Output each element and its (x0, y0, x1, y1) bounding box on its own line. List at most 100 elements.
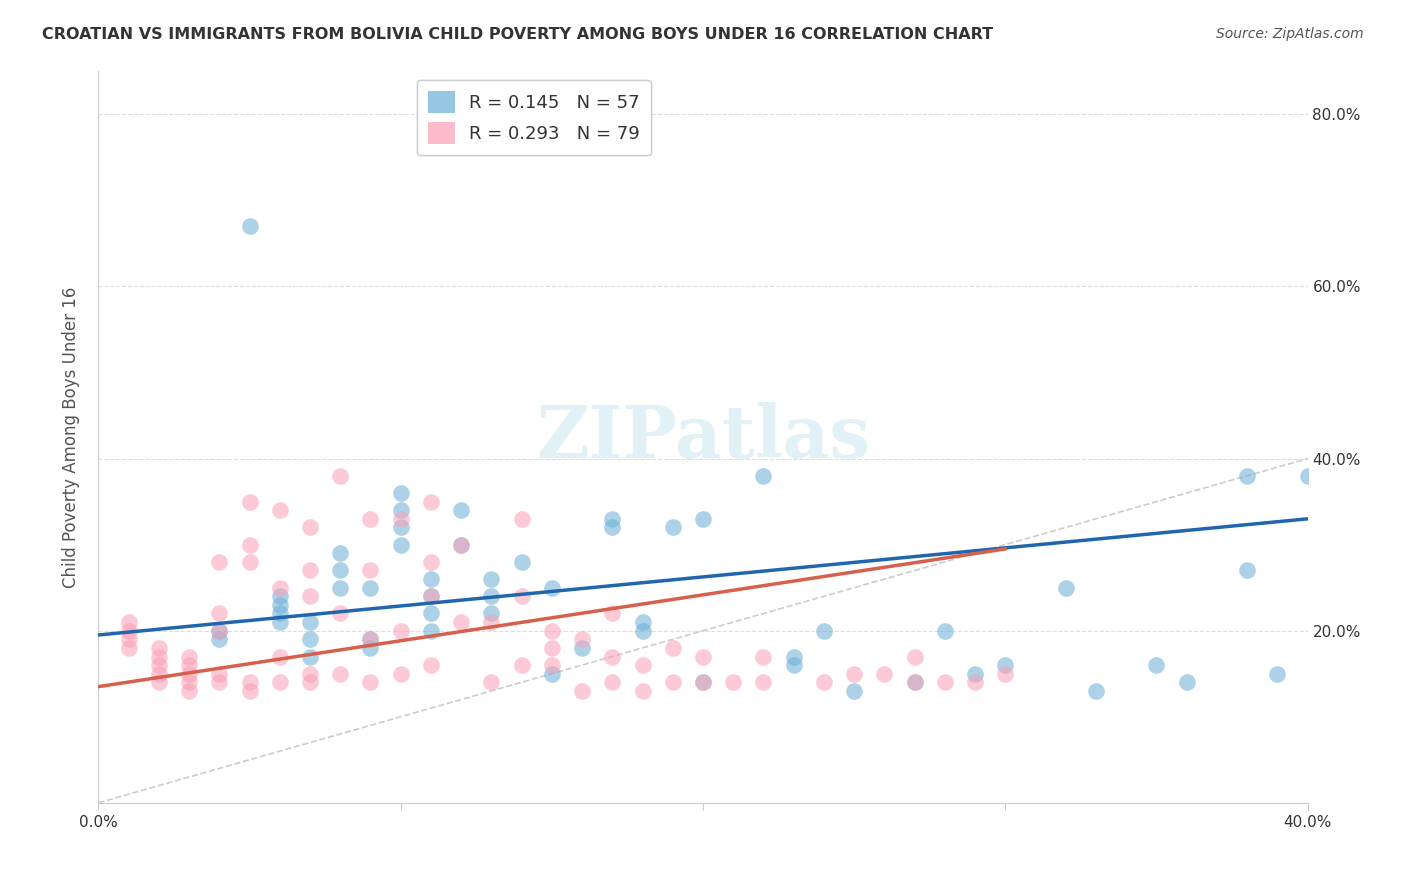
Immigrants from Bolivia (540, 640, 562, 655)
Immigrants from Bolivia (540, 624, 562, 638)
Text: ZIPatlas: ZIPatlas (536, 401, 870, 473)
Croatians (661, 520, 683, 534)
Immigrants from Bolivia (904, 649, 927, 664)
Croatians (450, 538, 472, 552)
Immigrants from Bolivia (813, 675, 835, 690)
Croatians (1085, 684, 1108, 698)
Immigrants from Bolivia (179, 666, 201, 681)
Croatians (1236, 468, 1258, 483)
Immigrants from Bolivia (481, 675, 503, 690)
Croatians (329, 546, 352, 560)
Croatians (329, 581, 352, 595)
Immigrants from Bolivia (420, 494, 443, 508)
Croatians (239, 219, 262, 234)
Immigrants from Bolivia (118, 624, 141, 638)
Immigrants from Bolivia (571, 632, 593, 647)
Immigrants from Bolivia (299, 675, 322, 690)
Immigrants from Bolivia (208, 555, 231, 569)
Croatians (631, 615, 654, 629)
Croatians (631, 624, 654, 638)
Immigrants from Bolivia (450, 538, 472, 552)
Immigrants from Bolivia (299, 564, 322, 578)
Croatians (602, 512, 624, 526)
Croatians (752, 468, 775, 483)
Croatians (420, 589, 443, 603)
Croatians (934, 624, 956, 638)
Croatians (481, 607, 503, 621)
Croatians (904, 675, 927, 690)
Immigrants from Bolivia (844, 666, 866, 681)
Immigrants from Bolivia (179, 684, 201, 698)
Immigrants from Bolivia (360, 675, 382, 690)
Immigrants from Bolivia (510, 512, 533, 526)
Croatians (299, 632, 322, 647)
Croatians (269, 598, 291, 612)
Croatians (269, 589, 291, 603)
Immigrants from Bolivia (239, 538, 262, 552)
Immigrants from Bolivia (752, 675, 775, 690)
Croatians (269, 615, 291, 629)
Immigrants from Bolivia (571, 684, 593, 698)
Immigrants from Bolivia (389, 666, 412, 681)
Immigrants from Bolivia (239, 675, 262, 690)
Legend: R = 0.145   N = 57, R = 0.293   N = 79: R = 0.145 N = 57, R = 0.293 N = 79 (416, 80, 651, 155)
Immigrants from Bolivia (723, 675, 745, 690)
Croatians (540, 666, 562, 681)
Croatians (1054, 581, 1077, 595)
Croatians (1267, 666, 1289, 681)
Immigrants from Bolivia (965, 675, 987, 690)
Immigrants from Bolivia (179, 675, 201, 690)
Immigrants from Bolivia (661, 675, 683, 690)
Croatians (1236, 564, 1258, 578)
Text: CROATIAN VS IMMIGRANTS FROM BOLIVIA CHILD POVERTY AMONG BOYS UNDER 16 CORRELATIO: CROATIAN VS IMMIGRANTS FROM BOLIVIA CHIL… (42, 27, 993, 42)
Immigrants from Bolivia (239, 494, 262, 508)
Immigrants from Bolivia (389, 624, 412, 638)
Immigrants from Bolivia (148, 658, 170, 673)
Immigrants from Bolivia (873, 666, 896, 681)
Croatians (360, 581, 382, 595)
Immigrants from Bolivia (329, 607, 352, 621)
Immigrants from Bolivia (208, 666, 231, 681)
Immigrants from Bolivia (179, 658, 201, 673)
Immigrants from Bolivia (329, 468, 352, 483)
Immigrants from Bolivia (360, 632, 382, 647)
Immigrants from Bolivia (208, 624, 231, 638)
Immigrants from Bolivia (269, 581, 291, 595)
Croatians (1144, 658, 1167, 673)
Croatians (208, 632, 231, 647)
Croatians (329, 564, 352, 578)
Croatians (692, 512, 714, 526)
Immigrants from Bolivia (179, 649, 201, 664)
Immigrants from Bolivia (602, 675, 624, 690)
Immigrants from Bolivia (510, 658, 533, 673)
Immigrants from Bolivia (602, 649, 624, 664)
Immigrants from Bolivia (602, 607, 624, 621)
Immigrants from Bolivia (239, 684, 262, 698)
Croatians (420, 572, 443, 586)
Immigrants from Bolivia (360, 564, 382, 578)
Immigrants from Bolivia (329, 666, 352, 681)
Immigrants from Bolivia (360, 512, 382, 526)
Croatians (360, 632, 382, 647)
Immigrants from Bolivia (208, 675, 231, 690)
Immigrants from Bolivia (299, 589, 322, 603)
Croatians (269, 607, 291, 621)
Immigrants from Bolivia (148, 675, 170, 690)
Croatians (510, 555, 533, 569)
Croatians (783, 649, 806, 664)
Croatians (844, 684, 866, 698)
Immigrants from Bolivia (510, 589, 533, 603)
Immigrants from Bolivia (631, 684, 654, 698)
Immigrants from Bolivia (661, 640, 683, 655)
Immigrants from Bolivia (269, 503, 291, 517)
Croatians (299, 615, 322, 629)
Immigrants from Bolivia (299, 666, 322, 681)
Immigrants from Bolivia (299, 520, 322, 534)
Immigrants from Bolivia (540, 658, 562, 673)
Croatians (389, 538, 412, 552)
Immigrants from Bolivia (148, 649, 170, 664)
Croatians (481, 589, 503, 603)
Text: Source: ZipAtlas.com: Source: ZipAtlas.com (1216, 27, 1364, 41)
Croatians (389, 520, 412, 534)
Croatians (994, 658, 1017, 673)
